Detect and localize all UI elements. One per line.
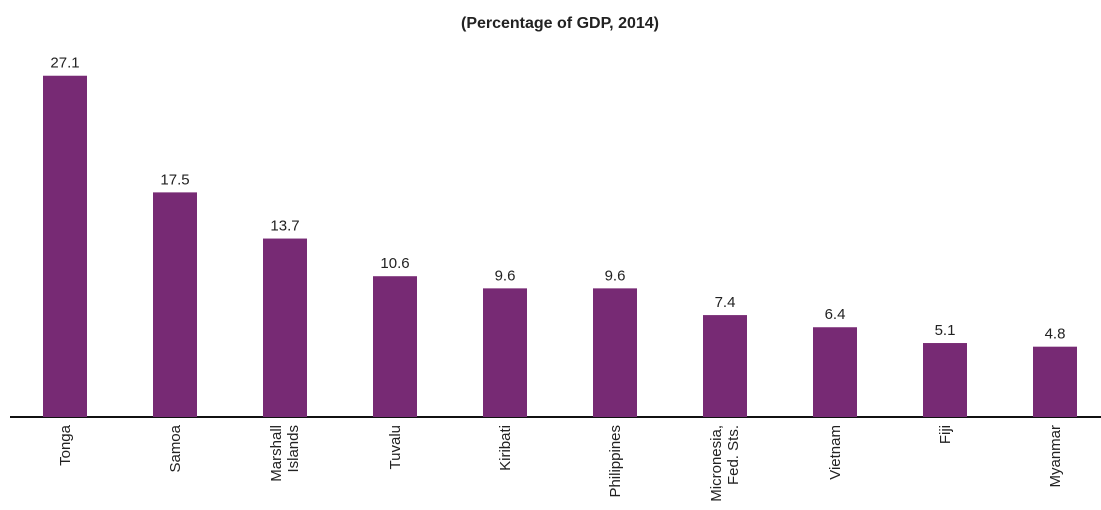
x-tick-label: Kiribati: [497, 425, 514, 471]
chart-title: (Percentage of GDP, 2014): [461, 15, 659, 32]
bar: [1033, 346, 1077, 417]
bar: [813, 327, 857, 417]
x-tick-label: Tuvalu: [387, 425, 404, 469]
value-label: 17.5: [160, 171, 189, 188]
bar: [483, 288, 527, 417]
bar: [263, 238, 307, 417]
x-tick-label: Fiji: [937, 425, 954, 444]
value-label: 9.6: [495, 267, 516, 284]
x-tick-label: Micronesia, Fed. Sts.: [708, 425, 742, 502]
x-tick-label: Myanmar: [1047, 425, 1064, 488]
bar: [923, 343, 967, 417]
value-label: 4.8: [1045, 326, 1066, 343]
value-label: 10.6: [380, 255, 409, 272]
x-tick-label: Vietnam: [827, 425, 844, 480]
value-label: 13.7: [270, 218, 299, 235]
x-tick-label: Tonga: [57, 424, 74, 466]
bar: [593, 288, 637, 417]
x-tick-label: Philippines: [607, 425, 624, 498]
value-label: 6.4: [825, 306, 846, 323]
bar: [373, 276, 417, 417]
value-label: 27.1: [50, 55, 79, 72]
bar: [703, 315, 747, 417]
bar: [153, 192, 197, 417]
value-label: 5.1: [935, 322, 956, 339]
value-label: 7.4: [715, 294, 736, 311]
bar: [43, 75, 87, 418]
value-label: 9.6: [605, 267, 626, 284]
x-tick-label: Marshall Islands: [268, 425, 302, 482]
x-tick-label: Samoa: [167, 424, 184, 472]
